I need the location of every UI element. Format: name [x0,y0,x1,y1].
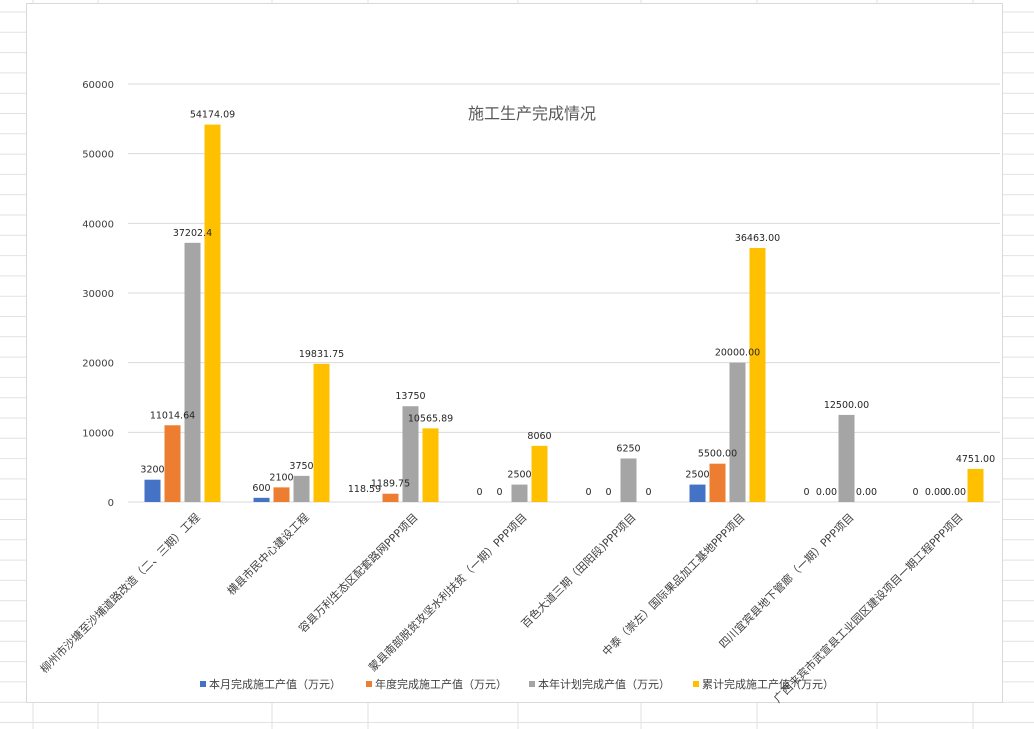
data-label: 0.00 [856,487,877,498]
bar [164,425,181,502]
data-label: 0 [496,487,502,498]
y-tick-label: 40000 [82,219,114,230]
legend-label: 累计完成施工产值（万元） [702,677,834,691]
x-axis-category-labels: 柳州市沙塘至沙埔道路改造（二、三期）工程 横县市民中心建设工程容县万利生态区配套路… [37,510,965,705]
bar [838,414,855,502]
data-label: 4751.00 [956,454,995,465]
bar [422,428,439,502]
x-category-label: 百色大道三期（田阳段)PPP项目 [518,510,638,630]
legend-item[interactable]: 年度完成施工产值（万元） [366,677,507,691]
legend-item[interactable]: 本年计划完成产值（万元） [529,677,670,691]
legend-swatch [366,681,372,687]
bar [620,458,637,502]
bar [204,124,221,503]
bar [144,479,161,502]
legend-label: 本月完成施工产值（万元） [209,677,341,691]
data-label: 19831.75 [299,349,344,360]
bar [313,363,330,502]
data-label: 10565.89 [408,413,453,424]
bar-series [144,124,984,503]
bar [709,463,726,502]
legend-swatch [200,681,206,687]
data-label: 37202.4 [173,228,212,239]
data-label: 0 [803,487,809,498]
data-label: 118.59 [348,484,381,495]
bar [689,484,706,502]
bar [253,497,270,502]
chart-title: 施工生产完成情况 [468,104,596,123]
y-tick-label: 0 [108,498,114,509]
x-category-label: 四川宜宾县地下管廊（一期）PPP项目 [716,510,857,651]
data-label: 0 [605,487,611,498]
y-tick-label: 10000 [82,428,114,439]
data-label: 20000.00 [715,348,760,359]
x-category-label: 柳州市沙塘至沙埔道路改造（二、三期）工程 [37,510,202,675]
legend-item[interactable]: 累计完成施工产值（万元） [693,677,834,691]
data-label: 0.00 [925,487,946,498]
legend-item[interactable]: 本月完成施工产值（万元） [200,677,341,691]
data-labels: 3200 600 0 0 2500 0 0 11014.64 2100 1189.75 0 0 5500… [140,110,995,498]
data-label: 0.00 [945,487,966,498]
data-label: 1189.75 [371,479,410,490]
data-label: 2500 [507,470,531,481]
legend: 本月完成施工产值（万元） 年度完成施工产值（万元） 本年计划完成产值（万元） 累计完成… [200,677,834,691]
data-label: 0.00 [816,487,837,498]
bar [293,475,310,502]
bar [402,406,419,502]
x-category-label: 容县万利生态区配套路网PPP项目 [296,510,421,635]
data-label: 0 [912,487,918,498]
data-label: 2100 [269,472,293,483]
data-label: 5500.00 [698,449,737,460]
legend-label: 年度完成施工产值（万元） [375,677,507,691]
x-category-label: 横县市民中心建设工程 [224,510,312,598]
data-label: 8060 [527,431,551,442]
x-category-label: 广西来宾市武宣县工业园区建设项目一期工程PPP项目 [771,510,966,705]
data-label: 0 [476,487,482,498]
bar [531,445,548,502]
y-axis-tick-labels: 0 10000 20000 30000 40000 50000 60000 [82,80,114,509]
y-tick-label: 50000 [82,150,114,161]
gridlines [128,83,1000,433]
data-label: 11014.64 [150,410,195,421]
data-label: 2500 [685,470,709,481]
y-tick-label: 20000 [82,359,114,370]
bar [729,362,746,502]
bar [967,468,984,502]
bar [184,242,201,502]
data-label: 54174.09 [190,110,235,121]
bar [382,493,399,502]
data-label: 0 [645,487,651,498]
bar [749,247,766,502]
bar [273,487,290,502]
data-label: 3200 [140,465,164,476]
bar [511,484,528,502]
data-label: 3750 [289,461,313,472]
data-label: 600 [252,483,270,494]
legend-label: 本年计划完成产值（万元） [538,677,670,691]
data-label: 13750 [395,391,425,402]
data-label: 36463.00 [735,233,780,244]
legend-swatch [693,681,699,687]
data-label: 0 [585,487,591,498]
legend-swatch [529,681,535,687]
y-tick-label: 30000 [82,289,114,300]
y-tick-label: 60000 [82,80,114,91]
data-label: 6250 [616,443,640,454]
data-label: 12500.00 [824,400,869,411]
